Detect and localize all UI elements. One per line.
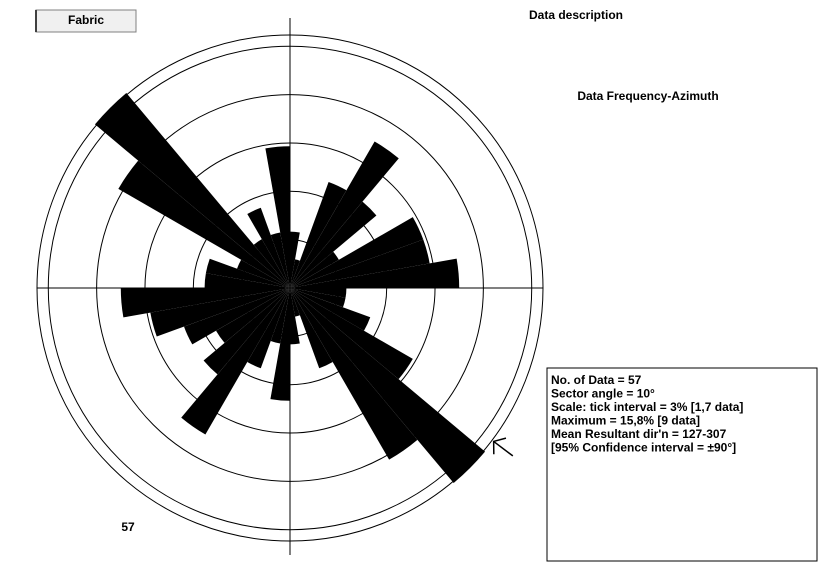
petal: [290, 288, 346, 308]
petal: [290, 141, 399, 288]
petal: [150, 288, 290, 337]
petal: [270, 288, 290, 344]
petal: [94, 92, 290, 288]
petal: [270, 232, 290, 288]
petal: [290, 259, 300, 288]
petal: [204, 273, 290, 288]
petal: [290, 201, 377, 288]
petal: [290, 288, 347, 298]
petal: [270, 288, 290, 401]
stats-line: No. of Data = 57: [551, 373, 642, 387]
petal: [290, 239, 430, 288]
count-label: 57: [121, 520, 135, 534]
petal: [290, 288, 486, 484]
petal: [247, 288, 290, 369]
stats-box: [546, 367, 818, 562]
button-label[interactable]: Fabric: [68, 13, 104, 27]
chart-subtitle: Data Frequency-Azimuth: [577, 89, 718, 103]
rose-plot: [36, 18, 544, 555]
petal: [290, 288, 413, 380]
mean-arrow-head: [492, 437, 507, 455]
petal: [290, 182, 347, 288]
petal: [265, 146, 290, 288]
petal: [290, 288, 300, 345]
stats-line: Scale: tick interval = 3% [1,7 data]: [551, 400, 743, 414]
petal: [290, 258, 460, 288]
petal: [216, 288, 290, 343]
petal: [290, 288, 300, 317]
petal: [181, 288, 290, 435]
petal: [237, 259, 290, 288]
fabric-button[interactable]: Fabric: [35, 9, 137, 33]
chart-title: Data description: [529, 8, 623, 22]
stats-line: Sector angle = 10°: [551, 387, 655, 401]
petal: [290, 217, 424, 288]
petal: [290, 288, 371, 331]
stats-line: Mean Resultant dir'n = 127-307: [551, 427, 727, 441]
petal: [290, 288, 418, 460]
petal: [184, 288, 290, 345]
petal: [120, 288, 291, 318]
petal: [290, 288, 333, 369]
petal: [253, 239, 290, 288]
petal: [118, 160, 290, 288]
petal: [205, 258, 290, 288]
petal: [290, 231, 300, 288]
petal: [203, 288, 290, 375]
mean-arrow: [493, 440, 514, 457]
petal: [247, 207, 290, 288]
petal: [290, 251, 339, 288]
stats-line: [95% Confidence interval = ±90°]: [551, 441, 736, 455]
stats-line: Maximum = 15,8% [9 data]: [551, 414, 700, 428]
